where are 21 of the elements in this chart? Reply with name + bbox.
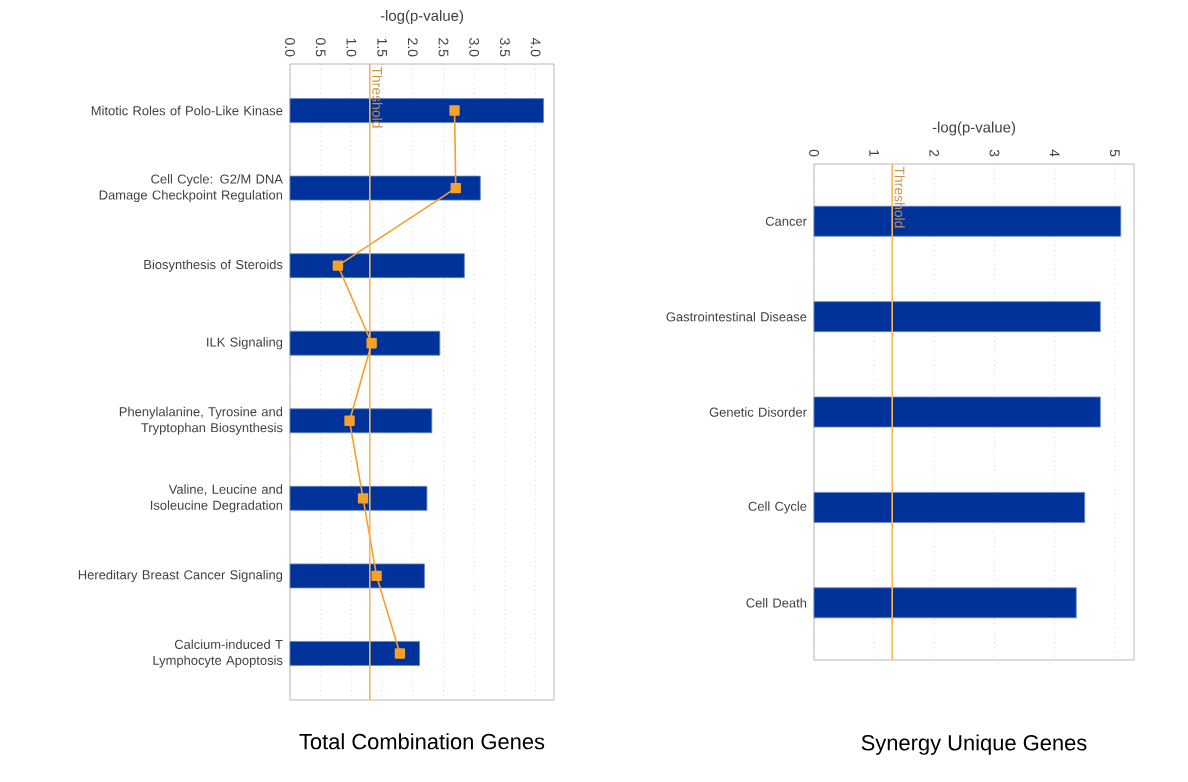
point <box>371 570 382 582</box>
bar <box>289 330 441 356</box>
bar <box>289 641 420 666</box>
bar <box>813 491 1086 523</box>
bar <box>289 563 425 589</box>
text: Synergy Unique Genes <box>861 734 1087 755</box>
text: Total Combination Genes <box>299 733 545 750</box>
bar <box>289 485 428 511</box>
bar <box>289 175 481 201</box>
point <box>366 338 377 349</box>
point <box>450 182 461 194</box>
point <box>394 648 406 659</box>
bar <box>813 587 1077 619</box>
point <box>449 105 460 116</box>
bar <box>813 301 1101 333</box>
point <box>332 260 344 271</box>
bar <box>289 253 465 279</box>
point <box>344 415 355 426</box>
bar <box>813 396 1101 428</box>
bar <box>289 408 433 434</box>
point <box>357 493 369 504</box>
